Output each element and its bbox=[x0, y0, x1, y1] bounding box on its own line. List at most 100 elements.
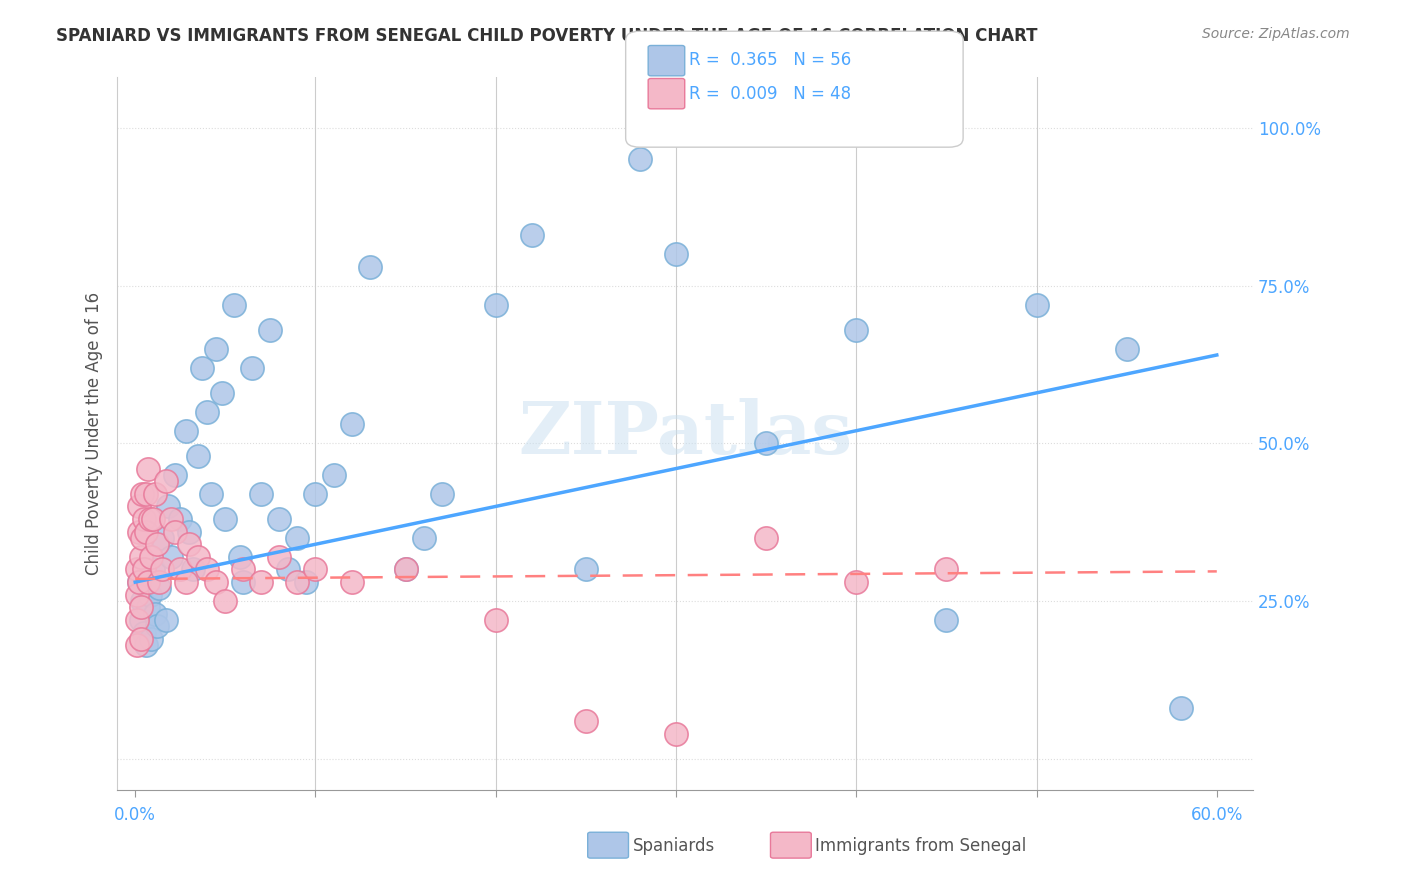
Point bbox=[141, 632, 163, 646]
Point bbox=[259, 323, 281, 337]
Point bbox=[131, 531, 153, 545]
Point bbox=[845, 323, 868, 337]
Point bbox=[340, 417, 363, 432]
Point bbox=[138, 512, 160, 526]
Point bbox=[143, 607, 166, 621]
Point bbox=[1115, 342, 1137, 356]
Point bbox=[205, 575, 228, 590]
Point bbox=[150, 531, 173, 545]
Point bbox=[214, 594, 236, 608]
Text: ZIPatlas: ZIPatlas bbox=[517, 399, 852, 469]
Point bbox=[359, 260, 381, 274]
Point bbox=[935, 562, 957, 576]
Point bbox=[304, 562, 326, 576]
Point bbox=[131, 594, 153, 608]
Y-axis label: Child Poverty Under the Age of 16: Child Poverty Under the Age of 16 bbox=[86, 293, 103, 575]
Point bbox=[935, 613, 957, 627]
Point bbox=[174, 575, 197, 590]
Point bbox=[160, 512, 183, 526]
Text: Source: ZipAtlas.com: Source: ZipAtlas.com bbox=[1202, 27, 1350, 41]
Point bbox=[575, 562, 598, 576]
Point bbox=[277, 562, 299, 576]
Point bbox=[304, 487, 326, 501]
Text: 0.0%: 0.0% bbox=[114, 806, 156, 824]
Point bbox=[155, 613, 177, 627]
Text: SPANIARD VS IMMIGRANTS FROM SENEGAL CHILD POVERTY UNDER THE AGE OF 16 CORRELATIO: SPANIARD VS IMMIGRANTS FROM SENEGAL CHIL… bbox=[56, 27, 1038, 45]
Point bbox=[128, 575, 150, 590]
Point bbox=[150, 562, 173, 576]
Point bbox=[136, 575, 159, 590]
Point bbox=[134, 512, 156, 526]
Point bbox=[412, 531, 434, 545]
Point bbox=[163, 524, 186, 539]
Point bbox=[485, 613, 508, 627]
Point bbox=[187, 449, 209, 463]
Point bbox=[187, 549, 209, 564]
Point bbox=[394, 562, 416, 576]
Point bbox=[156, 500, 179, 514]
Point bbox=[148, 575, 170, 590]
Point bbox=[125, 588, 148, 602]
Point bbox=[520, 228, 543, 243]
Point bbox=[232, 562, 254, 576]
Point bbox=[205, 342, 228, 356]
Point bbox=[136, 461, 159, 475]
Point bbox=[430, 487, 453, 501]
Point bbox=[128, 500, 150, 514]
Point bbox=[148, 582, 170, 596]
Point bbox=[191, 360, 214, 375]
Point bbox=[628, 153, 651, 167]
Point bbox=[269, 512, 291, 526]
Point bbox=[129, 549, 152, 564]
Point bbox=[143, 487, 166, 501]
Point bbox=[287, 575, 309, 590]
Point bbox=[755, 531, 778, 545]
Point bbox=[181, 562, 204, 576]
Point bbox=[250, 487, 273, 501]
Point bbox=[229, 549, 252, 564]
Point bbox=[195, 562, 218, 576]
Point bbox=[142, 562, 165, 576]
Point bbox=[134, 625, 156, 640]
Point bbox=[128, 524, 150, 539]
Point bbox=[146, 619, 169, 633]
Text: Spaniards: Spaniards bbox=[633, 837, 714, 855]
Point bbox=[169, 512, 191, 526]
Point bbox=[242, 360, 264, 375]
Point bbox=[322, 467, 344, 482]
Text: 60.0%: 60.0% bbox=[1191, 806, 1243, 824]
Point bbox=[1025, 297, 1047, 311]
Point bbox=[125, 562, 148, 576]
Point bbox=[575, 714, 598, 728]
Point bbox=[295, 575, 318, 590]
Point bbox=[200, 487, 222, 501]
Point bbox=[755, 436, 778, 450]
Point bbox=[195, 405, 218, 419]
Point bbox=[128, 575, 150, 590]
Point bbox=[1170, 701, 1192, 715]
Point bbox=[129, 600, 152, 615]
Point bbox=[125, 638, 148, 652]
Point bbox=[179, 524, 201, 539]
Text: R =  0.365   N = 56: R = 0.365 N = 56 bbox=[689, 51, 851, 69]
Point bbox=[135, 487, 157, 501]
Point bbox=[136, 600, 159, 615]
Point bbox=[131, 487, 153, 501]
Point bbox=[211, 385, 233, 400]
Point bbox=[665, 247, 688, 261]
Point bbox=[340, 575, 363, 590]
Point bbox=[160, 549, 183, 564]
Point bbox=[665, 726, 688, 740]
Point bbox=[169, 562, 191, 576]
Point bbox=[174, 424, 197, 438]
Point bbox=[287, 531, 309, 545]
Point bbox=[138, 588, 160, 602]
Point bbox=[250, 575, 273, 590]
Point bbox=[146, 537, 169, 551]
Point bbox=[129, 632, 152, 646]
Point bbox=[155, 474, 177, 488]
Point bbox=[134, 562, 156, 576]
Point bbox=[129, 613, 152, 627]
Point bbox=[135, 524, 157, 539]
Point bbox=[135, 638, 157, 652]
